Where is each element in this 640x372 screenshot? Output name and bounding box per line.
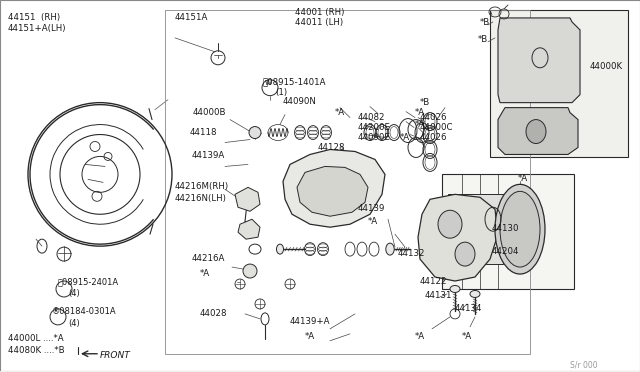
Text: 44000L ....*A: 44000L ....*A	[8, 334, 63, 343]
Text: 44118: 44118	[190, 128, 218, 137]
Ellipse shape	[438, 210, 462, 238]
Text: 44134: 44134	[455, 304, 483, 313]
Text: (4): (4)	[68, 319, 80, 328]
Text: 44130: 44130	[492, 224, 520, 233]
Text: 44011 (LH): 44011 (LH)	[295, 18, 343, 27]
Text: 44000C: 44000C	[420, 122, 454, 132]
Text: 44200E: 44200E	[358, 122, 391, 132]
Text: *A: *A	[305, 332, 315, 341]
Bar	[448, 194, 503, 264]
Text: 44090E: 44090E	[358, 132, 391, 141]
Polygon shape	[418, 194, 498, 281]
Text: 44028: 44028	[200, 309, 227, 318]
Text: *A: *A	[368, 217, 378, 226]
Text: *A: *A	[415, 119, 425, 129]
Text: 44139: 44139	[358, 204, 385, 213]
Text: 44090N: 44090N	[283, 97, 317, 106]
Text: *B: *B	[480, 18, 490, 27]
Polygon shape	[238, 219, 260, 239]
Text: 44026: 44026	[420, 132, 447, 141]
Polygon shape	[498, 108, 578, 154]
Polygon shape	[283, 150, 385, 227]
Polygon shape	[498, 18, 580, 103]
Text: 44216N(LH): 44216N(LH)	[175, 194, 227, 203]
Text: *A: *A	[415, 108, 425, 117]
Ellipse shape	[455, 242, 475, 266]
Text: 44082: 44082	[358, 113, 385, 122]
Text: 44001 (RH): 44001 (RH)	[295, 8, 344, 17]
Text: *B: *B	[420, 98, 430, 107]
Text: 44026: 44026	[420, 113, 447, 122]
Text: *A: *A	[415, 332, 425, 341]
Ellipse shape	[337, 157, 344, 167]
Text: Ⓦ08915-2401A: Ⓦ08915-2401A	[58, 277, 119, 286]
Text: W: W	[264, 80, 271, 86]
Text: S/r 000: S/r 000	[570, 361, 598, 370]
Ellipse shape	[526, 119, 546, 144]
Text: 44132: 44132	[398, 249, 426, 258]
Text: *A: *A	[335, 108, 345, 117]
Text: 44122: 44122	[420, 277, 447, 286]
Text: *B: *B	[478, 35, 488, 44]
Bar	[442, 174, 574, 289]
Polygon shape	[235, 187, 260, 211]
Text: 44204: 44204	[492, 247, 520, 256]
Text: 44139A: 44139A	[192, 151, 225, 160]
Ellipse shape	[450, 285, 460, 292]
Ellipse shape	[470, 291, 480, 298]
Text: 44139+A: 44139+A	[290, 317, 330, 326]
Bar	[490, 10, 628, 157]
Ellipse shape	[276, 244, 284, 254]
Text: 44131: 44131	[425, 291, 452, 300]
Ellipse shape	[386, 243, 394, 255]
Ellipse shape	[495, 185, 545, 274]
Text: 44151A: 44151A	[175, 13, 209, 22]
Polygon shape	[297, 166, 368, 216]
Text: 44216M(RH): 44216M(RH)	[175, 182, 229, 191]
Text: 44128: 44128	[318, 142, 346, 151]
Text: ®08184-0301A: ®08184-0301A	[52, 307, 116, 316]
Text: *A: *A	[462, 332, 472, 341]
Text: 44151  (RH): 44151 (RH)	[8, 13, 60, 22]
Text: *A: *A	[400, 132, 410, 141]
Text: 44151+A(LH): 44151+A(LH)	[8, 24, 67, 33]
Text: 44000B: 44000B	[193, 108, 227, 117]
Text: *A: *A	[200, 269, 210, 278]
Text: Ⓦ08915-1401A: Ⓦ08915-1401A	[263, 78, 326, 87]
Ellipse shape	[243, 264, 257, 278]
Ellipse shape	[500, 191, 540, 267]
Ellipse shape	[249, 126, 261, 138]
Text: FRONT: FRONT	[100, 351, 131, 360]
Text: *A: *A	[518, 174, 528, 183]
Text: 44216A: 44216A	[192, 254, 225, 263]
Text: 44080K ....*B: 44080K ....*B	[8, 346, 65, 355]
Text: 44000K: 44000K	[590, 62, 623, 71]
Text: (1): (1)	[275, 88, 287, 97]
Text: (4): (4)	[68, 289, 80, 298]
